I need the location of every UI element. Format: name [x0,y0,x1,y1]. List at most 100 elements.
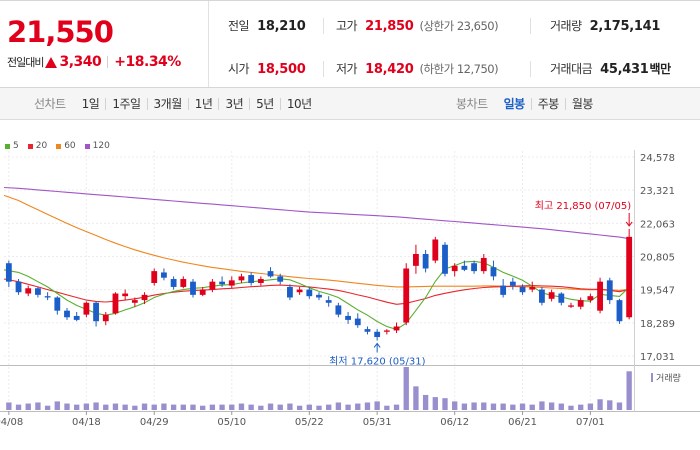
y-tick-label: 20,805 [640,252,675,263]
volume-bar [403,367,409,410]
low-label: 저가 [336,62,358,76]
volume-bar [103,404,109,410]
volume-bar [490,403,497,410]
candle-body [199,289,206,295]
candle-body [539,289,545,303]
candle-chart-title: 봉차트 [456,97,488,111]
candle-body [141,294,148,301]
volume-bar [452,401,458,410]
period-10y[interactable]: 10년 [279,97,318,110]
candle-body [15,281,22,293]
candle-body [451,265,458,272]
volume-bar [422,394,429,410]
volume-bar [558,403,564,410]
volume-bar [296,405,303,410]
volume-bar [219,404,225,410]
volume-bar [335,402,342,410]
volume-bar [471,402,477,410]
volume-bar [616,402,623,410]
volume-bar [122,404,128,410]
volume-label: 거래량 [550,19,582,33]
candle-body [316,294,322,298]
candle-body [519,286,526,293]
candle-body [151,271,158,283]
price-chart: 24,578 23,321 22,063 20,805 19,547 18,289 17,0… [0,121,700,450]
change-row: 전일대비 3,340 +18.34% [7,54,181,70]
divider [530,18,531,34]
candle-body [35,288,41,295]
candle-body [112,293,119,314]
change-label: 전일대비 [7,56,44,69]
period-1y[interactable]: 1년 [187,97,219,110]
candle-daily[interactable]: 일봉 [503,96,526,111]
volume-bar [229,404,235,410]
y-tick-label: 17,031 [640,352,675,363]
candle-chart-types: 봉차트 일봉 주봉 월봉 [456,88,599,119]
divider [323,18,324,34]
volume-cell: 거래량 2,175,141 [550,17,660,34]
current-price: 21,550 [7,15,114,49]
lower-limit: (하한가 12,750) [419,62,499,76]
volume-bar [306,404,312,410]
quote-panel: 21,550 전일대비 3,340 +18.34% 전일 18,210 고가 2… [0,0,700,88]
legend-ma5: 5 [5,141,19,151]
low-cell: 저가 18,420 (하한가 12,750) [336,60,499,77]
volume-bar [267,403,274,410]
candle-body [383,330,390,332]
volume-bar [170,404,177,410]
volume-bar [64,403,70,410]
x-tick-label: 07/01 [576,417,605,428]
prev-close-label: 전일 [228,19,250,33]
volume-bar [132,405,138,410]
x-tick-label: 04/18 [72,417,101,428]
x-tick-label: 05/10 [217,417,246,428]
candle-body [122,293,129,297]
y-tick-label: 19,547 [640,286,675,297]
candle-body [335,305,342,315]
period-1w[interactable]: 1주일 [105,97,146,110]
volume-bar [54,401,60,410]
volume-label: 거래량 [656,372,681,384]
ma-line-120 [3,186,630,240]
annotations: 최고 21,850 (07/05) 최저 17,620 (05/31) [329,200,633,367]
y-tick-label: 23,321 [640,186,675,197]
ma-line-20 [3,278,630,305]
axis-labels: 24,578 23,321 22,063 20,805 19,547 18,289 17,0… [0,153,681,428]
period-3y[interactable]: 3년 [218,97,249,110]
legend-label: 20 [35,141,48,151]
candle-body [529,286,536,290]
candle-weekly[interactable]: 주봉 [530,97,565,110]
period-3m[interactable]: 3개월 [146,97,188,110]
high-cell: 고가 21,850 (상한가 23,650) [336,17,499,34]
low-annotation: 최저 17,620 (05/31) [329,355,425,367]
legend-ma120: 120 [84,141,110,151]
legend-swatch [56,143,62,149]
high-arrow-head [625,221,633,227]
volume-bar [74,404,80,410]
candle-monthly[interactable]: 월봉 [564,97,599,110]
x-tick-label: 06/12 [440,417,469,428]
candle-body [626,236,633,318]
candle-body [587,296,594,301]
volume-bar [500,403,506,410]
volume-bar [83,403,90,410]
candle-body [83,302,90,315]
candle-body [25,288,32,294]
turnover-cell: 거래대금 45,431 백만 [550,60,671,77]
volume-bar [355,403,361,410]
volume-legend-swatch [651,373,653,382]
volume-bar [568,405,574,410]
candle-body [190,281,196,295]
ma-line-5 [3,260,630,330]
x-tick-label: 04/08 [0,417,23,428]
candle-body [287,286,293,298]
volume-bar [44,405,51,410]
period-1d[interactable]: 1일 [81,96,100,111]
candle-body [432,239,439,261]
period-5y[interactable]: 5년 [249,97,280,110]
candle-body [325,300,332,303]
candle-body [306,289,313,297]
volume-bar [442,398,448,410]
volume-bar [529,404,535,410]
volume-bar [35,402,41,410]
